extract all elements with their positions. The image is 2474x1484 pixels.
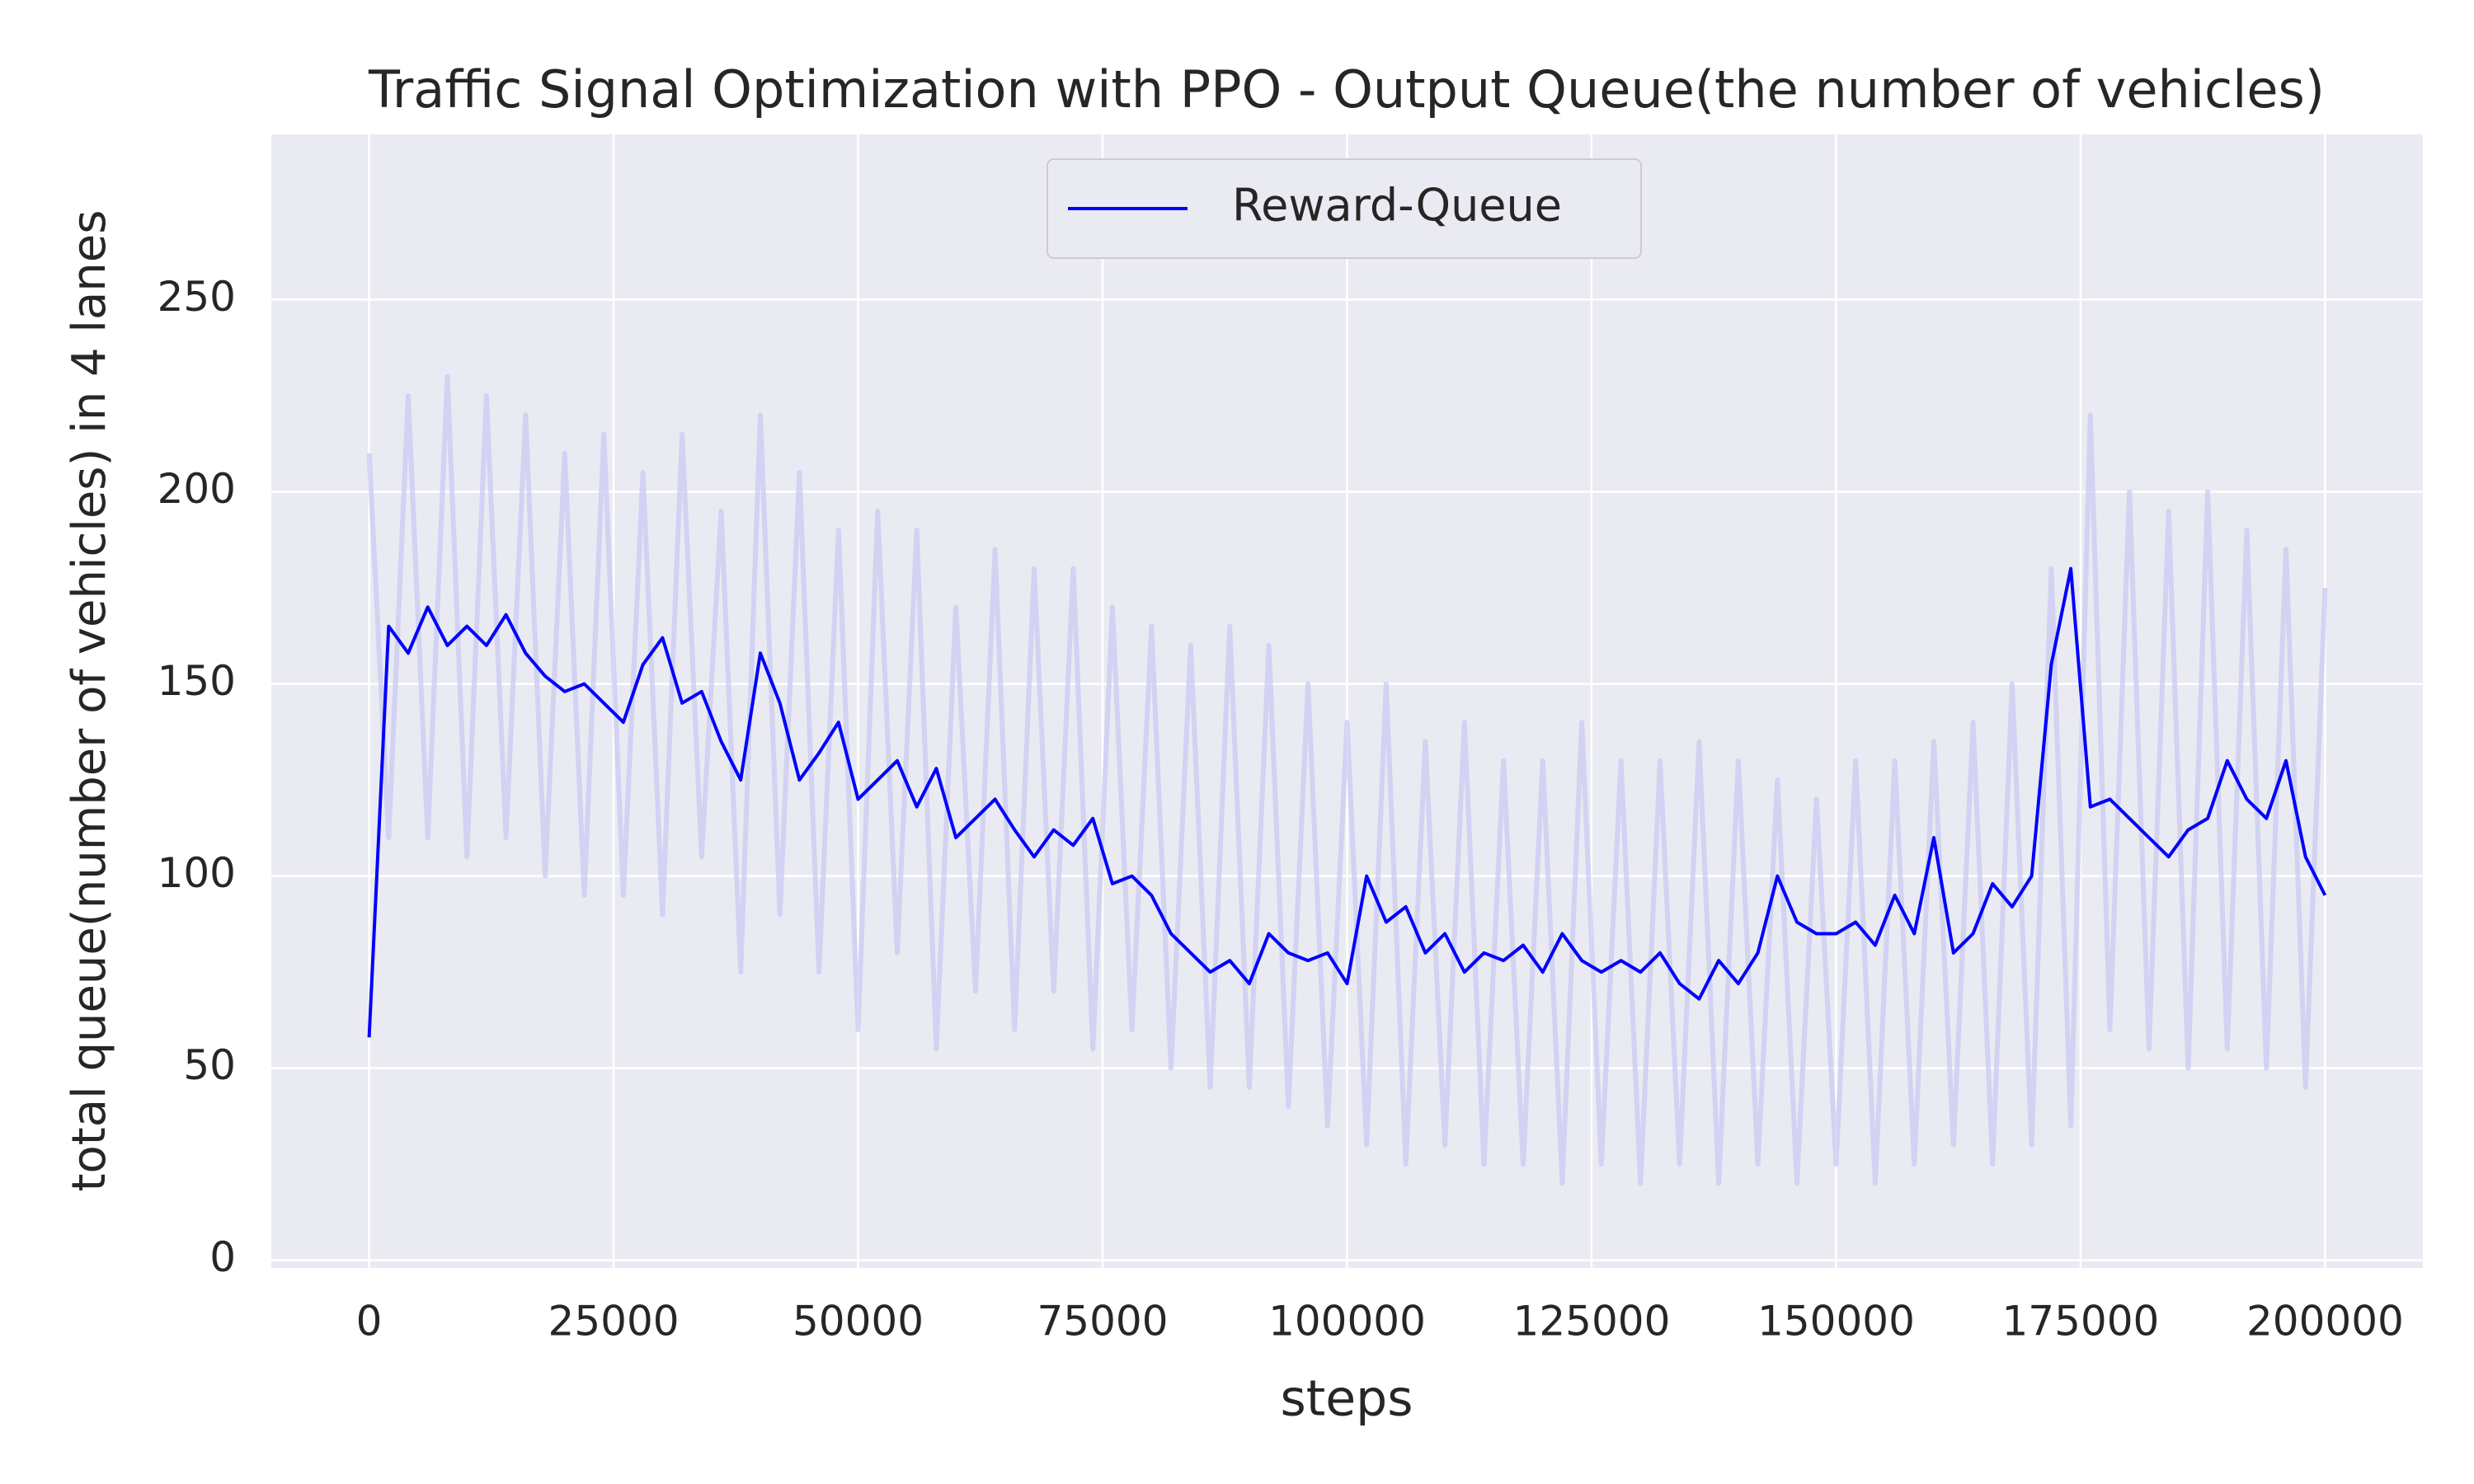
y-tick-label: 50: [183, 1041, 236, 1089]
y-tick-label: 150: [158, 657, 236, 705]
x-tick-label: 200000: [2246, 1298, 2404, 1345]
y-tick-label: 0: [209, 1233, 236, 1281]
chart-title: Traffic Signal Optimization with PPO - O…: [368, 59, 2325, 120]
legend-box: [1047, 158, 1642, 259]
x-tick-label: 0: [356, 1298, 383, 1345]
x-tick-label: 150000: [1757, 1298, 1915, 1345]
x-tick-label: 25000: [548, 1298, 680, 1345]
y-tick-label: 100: [158, 849, 236, 897]
x-tick-label: 175000: [2001, 1298, 2159, 1345]
marks: [366, 373, 2328, 1186]
raw-line: [366, 373, 2328, 1186]
x-axis-label: steps: [1280, 1370, 1413, 1428]
x-tick-label: 75000: [1037, 1298, 1168, 1345]
x-tick-label: 125000: [1513, 1298, 1671, 1345]
x-tick-label: 100000: [1268, 1298, 1426, 1345]
series-line: [367, 566, 2327, 1038]
y-tick-label: 200: [158, 465, 236, 513]
y-tick-label: 250: [158, 273, 236, 321]
y-axis-label: total queue(number of vehicles) in 4 lan…: [63, 210, 116, 1192]
x-tick-label: 50000: [793, 1298, 924, 1345]
legend: Reward-Queue: [1047, 158, 1642, 259]
legend-label: Reward-Queue: [1232, 180, 1562, 232]
